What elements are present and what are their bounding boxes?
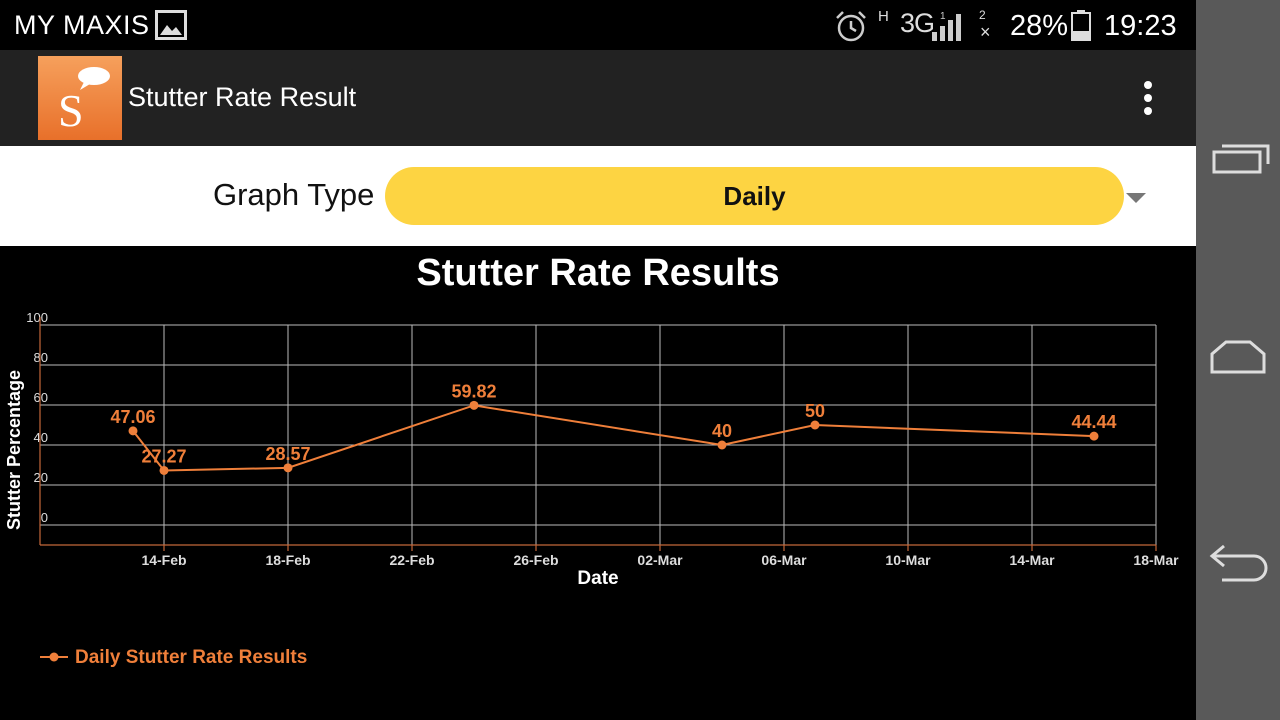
graph-type-label: Graph Type (213, 177, 375, 212)
data-label: 27.27 (141, 446, 186, 466)
screen-title: Stutter Rate Result (128, 82, 357, 112)
data-point (128, 426, 138, 436)
app-screen: MY MAXIS H 3G 1 2 × 28% 19:23 (0, 0, 1196, 720)
battery-percent: 28% (1010, 10, 1069, 42)
y-tick-label: 100 (26, 310, 48, 325)
graph-type-dropdown[interactable]: Daily (385, 167, 1124, 225)
data-label: 40 (712, 421, 732, 441)
chart-area: Stutter Rate Results 0 20 40 60 80 100 14-Feb 18… (0, 246, 1196, 720)
x-tick-label: 14-Feb (141, 552, 186, 568)
legend-marker (49, 652, 59, 662)
x-tick-label: 22-Feb (389, 552, 434, 568)
y-tick-label: 40 (34, 430, 48, 445)
navigation-bar (1196, 0, 1280, 720)
data-point (283, 463, 293, 473)
x-tick-label: 18-Feb (265, 552, 310, 568)
gallery-icon (155, 10, 187, 40)
data-point (810, 420, 820, 430)
x-tick-label: 06-Mar (761, 552, 807, 568)
y-tick-label: 0 (41, 510, 48, 525)
recent-apps-icon[interactable] (1202, 130, 1274, 190)
x-tick-label: 02-Mar (637, 552, 683, 568)
signal-icon: 1 (932, 11, 961, 41)
data-label: 50 (805, 401, 825, 421)
y-tick-label: 80 (34, 350, 48, 365)
carrier-name: MY MAXIS (14, 10, 150, 40)
app-logo-letter: S (58, 85, 84, 136)
battery-icon (1071, 10, 1091, 41)
data-point (1089, 431, 1099, 441)
home-icon[interactable] (1202, 330, 1274, 390)
back-icon[interactable] (1202, 530, 1274, 590)
y-axis-label: Stutter Percentage (4, 370, 24, 530)
more-vertical-icon[interactable] (1132, 80, 1164, 118)
y-tick-label: 20 (34, 470, 48, 485)
action-bar: S Stutter Rate Result (0, 50, 1196, 146)
app-logo-icon[interactable]: S (38, 56, 122, 140)
data-point (717, 440, 727, 450)
no-signal-icon: 2 × (979, 8, 991, 42)
dropdown-arrow-icon[interactable] (1124, 190, 1148, 206)
legend-label: Daily Stutter Rate Results (75, 647, 307, 668)
y-tick-label: 60 (34, 390, 48, 405)
data-label: 47.06 (110, 407, 155, 427)
x-axis-label: Date (577, 568, 618, 589)
x-tick-label: 18-Mar (1133, 552, 1179, 568)
data-point (469, 400, 479, 410)
status-bar: MY MAXIS H 3G 1 2 × 28% 19:23 (0, 0, 1196, 50)
chart-title: Stutter Rate Results (416, 252, 779, 294)
data-label: 44.44 (1071, 412, 1116, 432)
data-label: 28.57 (265, 444, 310, 464)
stutter-rate-chart: Stutter Rate Results 0 20 40 60 80 100 14-Feb 18… (4, 252, 1179, 668)
data-label: 59.82 (451, 381, 496, 401)
clock: 19:23 (1104, 10, 1177, 42)
x-tick-label: 26-Feb (513, 552, 558, 568)
sim1-label: 1 (940, 11, 946, 22)
alarm-icon (836, 11, 866, 42)
x-tick-label: 14-Mar (1009, 552, 1055, 568)
x-tick-label: 10-Mar (885, 552, 931, 568)
graph-type-row: Graph Type Daily (0, 146, 1196, 246)
data-point (159, 465, 169, 475)
